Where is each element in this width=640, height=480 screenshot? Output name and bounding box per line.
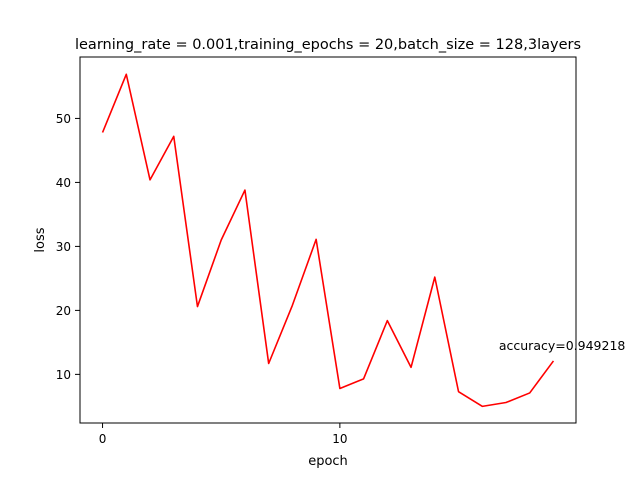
axes-frame xyxy=(79,56,577,424)
y-tick-label: 20 xyxy=(56,304,71,318)
x-tick-label: 10 xyxy=(332,432,347,446)
y-tick-label: 40 xyxy=(56,176,71,190)
x-tick-label: 0 xyxy=(99,432,107,446)
accuracy-annotation: accuracy=0.949218 xyxy=(499,338,626,353)
x-axis-label: epoch xyxy=(308,454,348,469)
y-tick-label: 10 xyxy=(56,368,71,382)
annotations: accuracy=0.949218 xyxy=(499,338,626,353)
x-axis-ticks: 0 10 xyxy=(99,423,348,446)
y-tick-label: 50 xyxy=(56,112,71,126)
y-axis-ticks: 10 20 30 40 50 xyxy=(56,112,80,382)
plot-area xyxy=(101,73,555,408)
y-tick-label: 30 xyxy=(56,240,71,254)
series-line xyxy=(101,73,555,408)
y-axis-label: loss xyxy=(33,227,48,252)
chart-title: learning_rate = 0.001,training_epochs = … xyxy=(75,37,581,53)
